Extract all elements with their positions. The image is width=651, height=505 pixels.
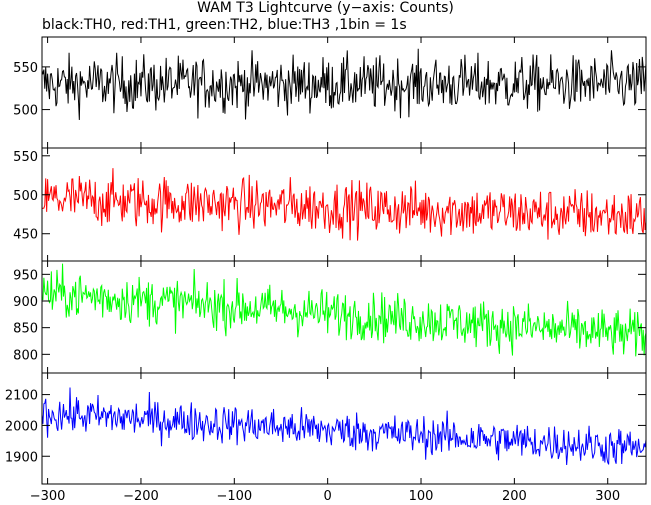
y-tick-label: 2100	[5, 389, 38, 404]
x-tick-label: 200	[502, 489, 527, 504]
panel-th2: 800 850 900 950	[13, 260, 647, 374]
panel-th0: 500 550	[13, 36, 647, 149]
panel-th1: 450 500 550	[13, 147, 647, 262]
x-axis: −300 −200 −100 0 100 200 300	[30, 489, 620, 504]
y-tick-label: 500	[13, 189, 38, 204]
series-th2	[42, 263, 646, 357]
y-tick-label: 450	[13, 228, 38, 243]
y-tick-label: 950	[13, 268, 38, 283]
panel-frame	[41, 372, 647, 485]
x-tick-label: −300	[30, 489, 66, 504]
x-tick-label: 100	[409, 489, 434, 504]
y-tick-label: 2000	[5, 419, 38, 434]
y-tick-label: 900	[13, 295, 38, 310]
series-th0	[42, 48, 646, 120]
panel-th3: 1900 2000 2100	[5, 372, 647, 485]
x-tick-label: −100	[216, 489, 252, 504]
y-tick-label: 550	[13, 150, 38, 165]
y-tick-label: 550	[13, 61, 38, 76]
x-tick-label: −200	[123, 489, 159, 504]
series-th3	[42, 387, 646, 465]
series-th1	[42, 168, 646, 241]
x-tick-label: 300	[595, 489, 620, 504]
y-tick-label: 500	[13, 104, 38, 119]
chart-subtitle: black:TH0, red:TH1, green:TH2, blue:TH3 …	[42, 17, 407, 33]
y-tick-label: 800	[13, 348, 38, 363]
x-tick-label: 0	[324, 489, 332, 504]
chart-title: WAM T3 Lightcurve (y−axis: Counts)	[197, 0, 454, 16]
y-tick-label: 1900	[5, 450, 38, 465]
y-tick-label: 850	[13, 322, 38, 337]
